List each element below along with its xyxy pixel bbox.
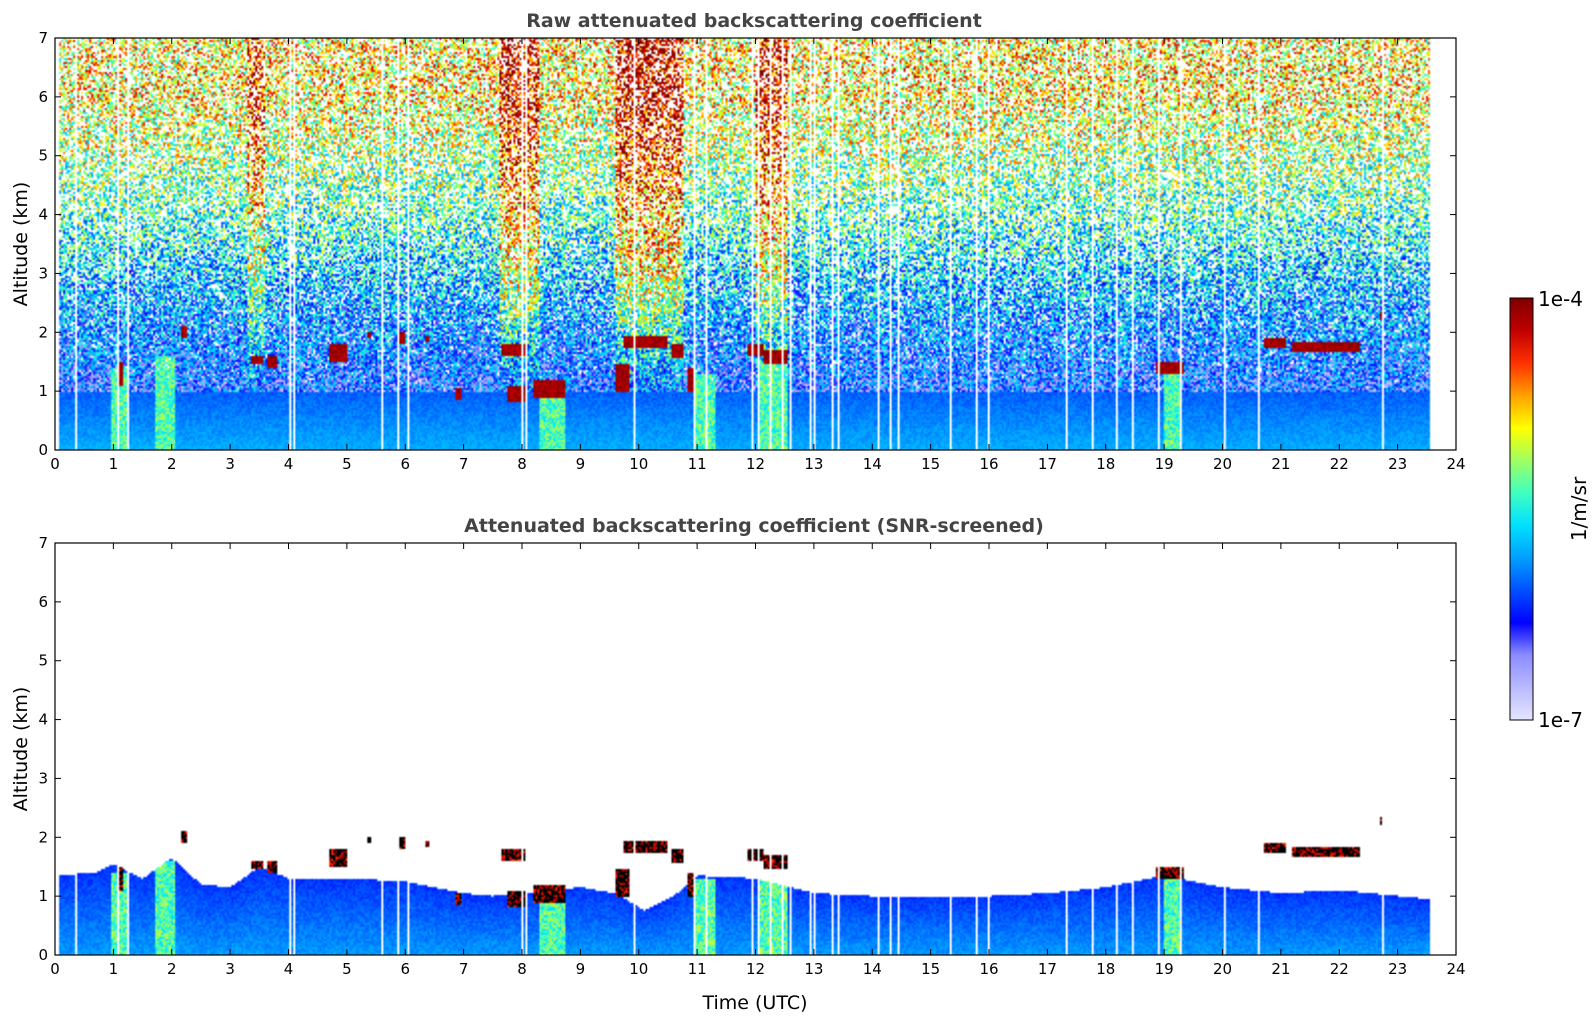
x-tick-label: 12: [746, 455, 765, 473]
x-tick-label: 12: [746, 960, 765, 978]
x-tick-label: 18: [1096, 455, 1115, 473]
x-tick-label: 19: [1155, 960, 1174, 978]
colorbar: 1e-4 1e-7 1/m/sr: [1509, 287, 1591, 732]
x-tick-label: 3: [225, 455, 235, 473]
x-tick-label: 10: [629, 455, 648, 473]
x-tick-label: 16: [979, 455, 998, 473]
y-tick-label: 2: [38, 828, 48, 846]
x-tick-label: 15: [921, 960, 940, 978]
x-tick-label: 13: [804, 455, 823, 473]
x-tick-label: 8: [517, 960, 527, 978]
x-tick-label: 14: [863, 455, 882, 473]
screened-x-ticks: 0 1 2 3 4 5 6 7 8 9 10 11 12 13 14 15 16 17 18 19 20 21 22 23 24: [50, 543, 1466, 978]
x-tick-label: 19: [1155, 455, 1174, 473]
x-tick-label: 7: [459, 960, 469, 978]
x-tick-label: 9: [576, 960, 586, 978]
raw-x-ticks: 0 1 2 3 4 5 6 7 8 9 10 11 12 13 14 15 16 17 18 19 20 21 22 23 24: [50, 38, 1466, 473]
screened-backscatter-panel: Attenuated backscattering coefficient (S…: [10, 515, 1466, 1014]
x-tick-label: 16: [979, 960, 998, 978]
x-tick-label: 4: [284, 960, 294, 978]
x-tick-label: 22: [1330, 960, 1349, 978]
x-tick-label: 13: [804, 960, 823, 978]
y-tick-label: 1: [38, 382, 48, 400]
x-tick-label: 18: [1096, 960, 1115, 978]
y-tick-label: 6: [38, 593, 48, 611]
screened-y-ticks: 0 1 2 3 4 5 6 7: [38, 534, 1456, 964]
x-tick-label: 20: [1213, 455, 1232, 473]
x-tick-label: 8: [517, 455, 527, 473]
y-tick-label: 6: [38, 88, 48, 106]
x-tick-label: 3: [225, 960, 235, 978]
x-tick-label: 7: [459, 455, 469, 473]
x-tick-label: 22: [1330, 455, 1349, 473]
raw-backscatter-panel: Raw attenuated backscattering coefficien…: [10, 10, 1466, 473]
x-tick-label: 24: [1446, 960, 1465, 978]
y-tick-label: 3: [38, 264, 48, 282]
x-tick-label: 6: [400, 960, 410, 978]
y-tick-label: 4: [38, 711, 48, 729]
raw-backscatter-heatmap: [55, 38, 1456, 450]
x-tick-label: 15: [921, 455, 940, 473]
y-tick-label: 1: [38, 887, 48, 905]
x-tick-label: 17: [1038, 455, 1057, 473]
y-tick-label: 7: [38, 29, 48, 47]
x-tick-label: 5: [342, 960, 352, 978]
x-tick-label: 21: [1271, 960, 1290, 978]
y-tick-label: 7: [38, 534, 48, 552]
colorbar-min-label: 1e-7: [1538, 708, 1583, 732]
x-tick-label: 0: [50, 960, 60, 978]
x-tick-label: 4: [284, 455, 294, 473]
x-tick-label: 11: [688, 455, 707, 473]
x-tick-label: 11: [688, 960, 707, 978]
x-tick-label: 1: [109, 455, 119, 473]
x-tick-label: 14: [863, 960, 882, 978]
x-tick-label: 1: [109, 960, 119, 978]
x-tick-label: 24: [1446, 455, 1465, 473]
raw-panel-title: Raw attenuated backscattering coefficien…: [526, 10, 982, 32]
y-tick-label: 4: [38, 206, 48, 224]
y-tick-label: 0: [38, 946, 48, 964]
x-tick-label: 2: [167, 455, 177, 473]
y-tick-label: 5: [38, 147, 48, 165]
x-tick-label: 21: [1271, 455, 1290, 473]
x-tick-label: 0: [50, 455, 60, 473]
x-tick-label: 5: [342, 455, 352, 473]
colorbar-unit-label: 1/m/sr: [1567, 476, 1591, 541]
x-tick-label: 17: [1038, 960, 1057, 978]
raw-y-ticks: 0 1 2 3 4 5 6 7: [38, 29, 1456, 459]
raw-y-axis-label: Altitude (km): [10, 182, 32, 307]
x-tick-label: 23: [1388, 960, 1407, 978]
x-tick-label: 20: [1213, 960, 1232, 978]
x-tick-label: 2: [167, 960, 177, 978]
colorbar-gradient: [1509, 297, 1534, 721]
y-tick-label: 5: [38, 652, 48, 670]
x-tick-label: 9: [576, 455, 586, 473]
screened-y-axis-label: Altitude (km): [10, 687, 32, 812]
screened-panel-title: Attenuated backscattering coefficient (S…: [464, 515, 1044, 537]
y-tick-label: 0: [38, 441, 48, 459]
screened-backscatter-heatmap: [55, 543, 1456, 955]
y-tick-label: 3: [38, 769, 48, 787]
y-tick-label: 2: [38, 323, 48, 341]
x-tick-label: 10: [629, 960, 648, 978]
x-tick-label: 6: [400, 455, 410, 473]
x-tick-label: 23: [1388, 455, 1407, 473]
colorbar-max-label: 1e-4: [1538, 287, 1583, 311]
x-axis-label: Time (UTC): [701, 992, 807, 1014]
